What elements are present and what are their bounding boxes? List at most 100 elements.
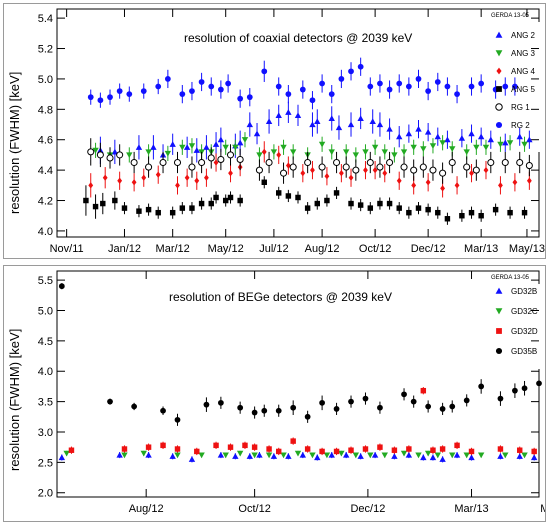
data-point — [145, 444, 152, 450]
data-point — [425, 88, 432, 94]
data-point — [333, 448, 340, 455]
data-point — [121, 452, 128, 459]
y-axis-label: resolution (FWHM) [keV] — [7, 329, 22, 471]
data-point — [497, 141, 504, 148]
data-point — [169, 209, 176, 216]
y-tick-label: 2.0 — [38, 488, 53, 500]
x-tick-label: Mar/12 — [156, 243, 190, 255]
data-point — [483, 166, 489, 174]
data-point — [517, 447, 523, 453]
data-point — [275, 407, 282, 414]
x-tick-label: Jul/12 — [259, 243, 288, 255]
data-point — [352, 452, 360, 459]
data-point — [338, 76, 345, 82]
data-point — [362, 395, 369, 402]
data-point — [347, 121, 355, 128]
data-point — [386, 125, 393, 132]
data-point — [449, 146, 456, 153]
bege-chart: resolution of BEGe detectors @ 2039 keV … — [7, 270, 545, 515]
data-point — [309, 452, 316, 459]
data-point — [68, 447, 75, 453]
data-point — [333, 158, 341, 167]
data-point — [246, 94, 253, 101]
data-point — [107, 94, 113, 101]
data-point — [497, 395, 504, 402]
data-point — [189, 205, 195, 211]
bege-plot-area: 2.0 2.5 3.0 3.5 4.0 4.5 5.0 5.5 Aug/12 Oct/12 Dec/… — [38, 271, 545, 515]
data-point — [270, 453, 278, 459]
data-point — [411, 182, 417, 189]
data-point — [377, 404, 383, 411]
data-point — [381, 149, 388, 156]
data-point — [102, 174, 108, 181]
data-point — [189, 88, 195, 94]
x-tick-label: Jan/12 — [108, 243, 141, 255]
data-point — [415, 205, 422, 211]
data-point — [526, 136, 533, 143]
legend-marker — [495, 31, 503, 38]
data-point — [440, 185, 445, 192]
data-point — [468, 454, 475, 461]
data-point — [497, 453, 504, 459]
data-point — [251, 452, 258, 459]
legend-box — [492, 284, 540, 369]
data-point — [193, 147, 200, 153]
data-point — [188, 163, 196, 171]
data-point — [304, 413, 311, 420]
data-point — [362, 149, 369, 156]
data-point — [203, 144, 210, 150]
data-point — [310, 166, 315, 174]
data-point — [357, 115, 364, 121]
data-point — [314, 118, 321, 125]
coaxial-chart-panel: resolution of coaxial detectors @ 2039 k… — [3, 3, 546, 259]
data-point — [463, 397, 470, 404]
data-point — [502, 139, 509, 146]
data-point — [400, 149, 408, 156]
data-point — [198, 79, 205, 85]
data-point — [328, 115, 335, 121]
data-point — [319, 399, 325, 406]
legend-marker — [495, 347, 503, 355]
data-point — [314, 454, 321, 461]
data-point — [430, 447, 436, 453]
data-point — [217, 155, 225, 164]
coaxial-chart: resolution of coaxial detectors @ 2039 k… — [7, 8, 545, 255]
y-tick-label: 4.8 — [38, 104, 53, 116]
data-point — [213, 442, 219, 449]
data-point — [410, 144, 417, 151]
data-point — [194, 177, 200, 184]
data-point — [469, 169, 474, 177]
x-tick-label: Mar/13 — [464, 243, 498, 255]
chart-tag: GERDA 13-05 — [491, 275, 530, 281]
data-point — [140, 450, 147, 457]
data-point — [266, 446, 272, 452]
data-point — [237, 197, 243, 204]
data-point — [400, 163, 408, 171]
data-point — [88, 182, 94, 189]
data-point — [116, 88, 123, 94]
y-tick-label: 4.4 — [38, 165, 53, 177]
data-point — [381, 452, 388, 459]
y-tick-label: 5.0 — [38, 74, 53, 86]
data-point — [419, 163, 427, 171]
data-point — [377, 80, 383, 87]
data-point — [126, 91, 133, 98]
data-point — [405, 451, 413, 458]
data-point — [121, 446, 128, 452]
y-tick-label: 4.5 — [38, 336, 53, 348]
data-point — [265, 158, 273, 167]
data-point — [227, 444, 234, 450]
data-point — [116, 151, 124, 159]
data-point — [228, 169, 233, 177]
data-point — [145, 451, 152, 458]
data-point — [376, 121, 384, 128]
data-point — [348, 447, 354, 453]
data-point — [83, 197, 89, 204]
data-point — [275, 112, 282, 118]
data-point — [96, 151, 104, 159]
data-point — [396, 80, 403, 87]
data-point — [164, 76, 171, 82]
data-point — [218, 399, 224, 406]
data-point — [454, 91, 460, 98]
data-point — [194, 448, 200, 455]
